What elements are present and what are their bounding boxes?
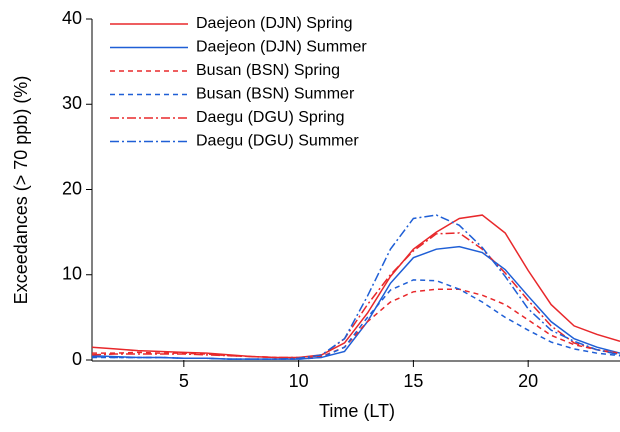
x-tick-label: 15	[403, 371, 423, 391]
legend-label: Daegu (DGU) Spring	[196, 109, 345, 126]
y-tick-label: 10	[62, 264, 82, 284]
series-line	[91, 245, 620, 360]
series-line	[92, 288, 620, 360]
series-line	[92, 279, 620, 360]
x-tick-label: 20	[518, 371, 538, 391]
series-line	[91, 232, 620, 359]
x-tick-label: 5	[179, 371, 189, 391]
legend-label: Daejeon (DJN) Summer	[196, 39, 367, 56]
y-axis-label: Exceedances (> 70 ppb) (%)	[11, 76, 31, 305]
x-axis-label: Time (LT)	[319, 401, 395, 421]
x-tick-label: 10	[289, 371, 309, 391]
y-tick-label: 40	[62, 8, 82, 28]
legend-label: Busan (BSN) Summer	[196, 86, 355, 103]
y-tick-label: 30	[62, 93, 82, 113]
series-line	[91, 214, 620, 359]
legend-label: Busan (BSN) Spring	[196, 62, 340, 79]
y-tick-label: 20	[62, 178, 82, 198]
legend-label: Daegu (DGU) Summer	[196, 133, 359, 150]
y-tick-label: 0	[72, 349, 82, 369]
series-line	[91, 214, 620, 360]
legend-label: Daejeon (DJN) Spring	[196, 15, 353, 32]
